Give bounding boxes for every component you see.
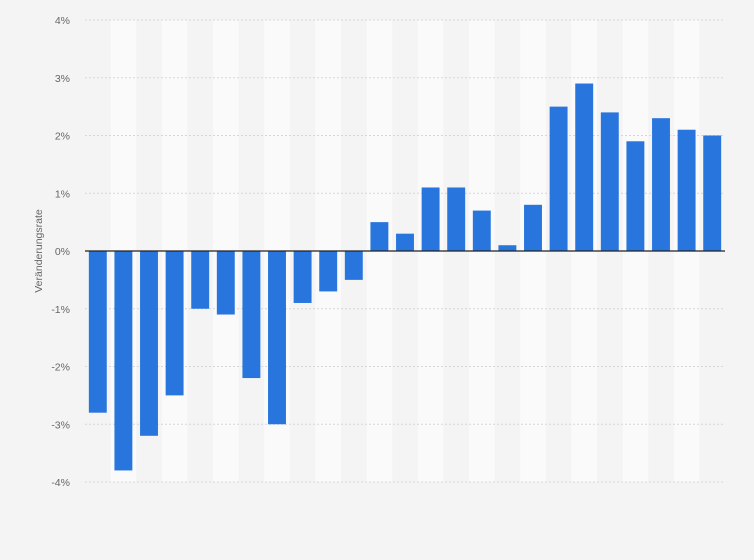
bar[interactable]: [396, 233, 414, 251]
bar[interactable]: [447, 187, 466, 251]
bar[interactable]: [191, 251, 210, 309]
bar[interactable]: [293, 251, 312, 303]
y-tick-label: -1%: [51, 304, 70, 316]
bar[interactable]: [677, 129, 696, 251]
bar[interactable]: [165, 251, 184, 396]
bar[interactable]: [140, 251, 158, 436]
bar[interactable]: [626, 141, 645, 251]
bar[interactable]: [575, 83, 594, 252]
y-tick-label: -4%: [51, 477, 70, 489]
bar[interactable]: [114, 251, 133, 471]
bar[interactable]: [88, 251, 107, 413]
bar[interactable]: [421, 187, 440, 251]
bar[interactable]: [242, 251, 261, 379]
y-tick-label: -2%: [51, 362, 70, 374]
bar[interactable]: [472, 210, 491, 251]
y-tick-label: 3%: [55, 73, 70, 85]
bars: [88, 83, 722, 471]
y-tick-labels: 4% 3% 2% 1% 0% -1% -2% -3% -4%: [51, 15, 70, 489]
y-tick-label: 1%: [55, 188, 70, 200]
bar[interactable]: [344, 251, 363, 280]
y-tick-label: -3%: [51, 419, 70, 431]
bar[interactable]: [370, 222, 389, 251]
y-tick-label: 2%: [55, 131, 70, 143]
bar[interactable]: [319, 251, 338, 292]
y-tick-label: 4%: [55, 15, 70, 27]
bar[interactable]: [549, 106, 568, 251]
bar[interactable]: [216, 251, 235, 315]
bar[interactable]: [703, 135, 722, 252]
y-axis-title: Veränderungsrate: [33, 209, 45, 293]
bar[interactable]: [600, 112, 619, 252]
bar[interactable]: [268, 251, 286, 425]
bar[interactable]: [498, 245, 517, 251]
bar[interactable]: [524, 204, 542, 251]
bar[interactable]: [652, 118, 670, 251]
y-tick-label: 0%: [55, 246, 70, 258]
